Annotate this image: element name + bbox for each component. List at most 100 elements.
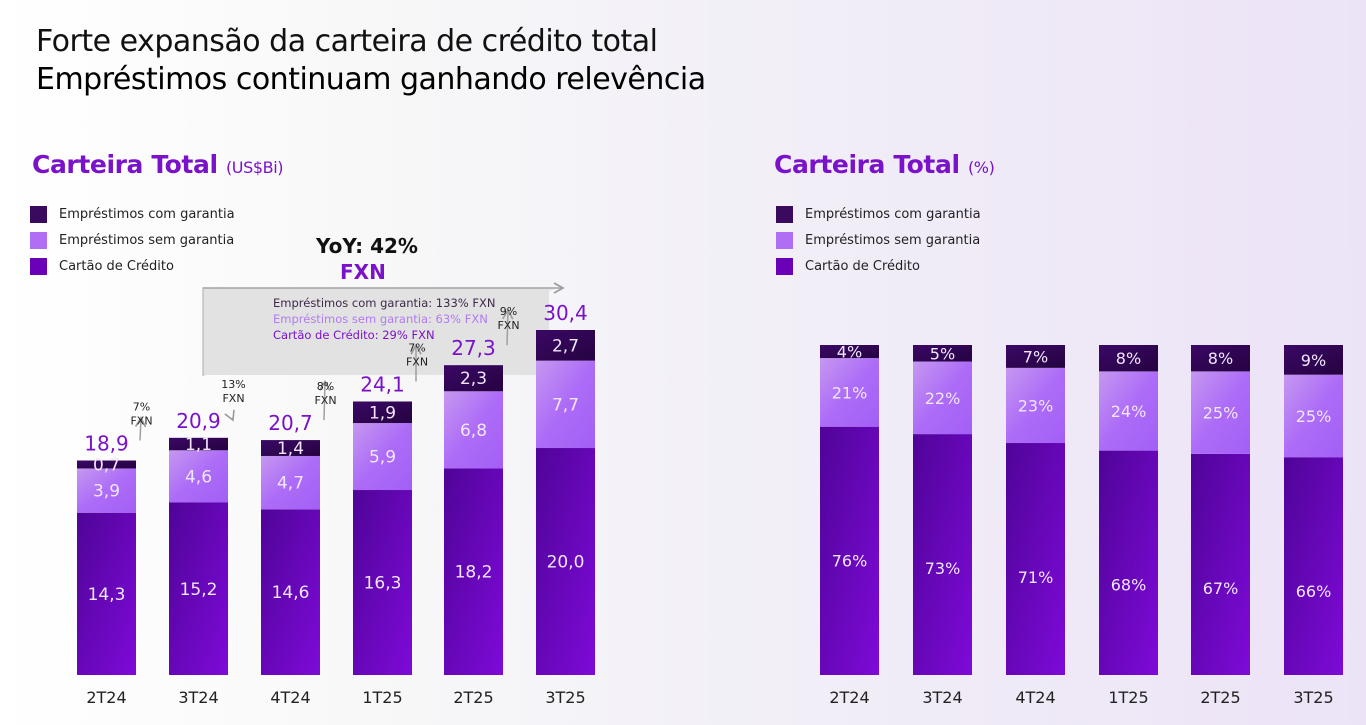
bar-segment-sem-garantia xyxy=(1284,374,1343,458)
segment-value-label: 8% xyxy=(1208,349,1233,368)
legend-item-com-garantia: Empréstimos com garantia xyxy=(776,201,981,227)
bar-segment-com-garantia xyxy=(1284,345,1343,375)
bar-segment-com-garantia xyxy=(169,437,228,451)
legend-item-cartao: Cartão de Crédito xyxy=(776,253,981,279)
total-value-label: 20,9 xyxy=(176,409,221,433)
segment-value-label: 16,3 xyxy=(364,574,402,594)
bar-segment-com-garantia xyxy=(1099,345,1158,372)
x-axis-tick-label: 4T24 xyxy=(270,688,310,707)
right-legend: Empréstimos com garantia Empréstimos sem… xyxy=(776,201,981,279)
yoy-breakdown-sem-garantia: Empréstimos sem garantia: 63% FXN xyxy=(273,312,488,326)
segment-value-label: 1,4 xyxy=(277,439,304,459)
bar-segment-cartao xyxy=(1006,443,1065,675)
bar-segment-sem-garantia xyxy=(353,423,412,491)
left-legend: Empréstimos com garantia Empréstimos sem… xyxy=(30,201,235,279)
legend-label: Empréstimos com garantia xyxy=(805,206,981,222)
legend-swatch-sem-garantia xyxy=(776,231,793,249)
bar-segment-sem-garantia xyxy=(444,391,503,469)
bar-segment-cartao xyxy=(1191,453,1250,675)
segment-value-label: 20,0 xyxy=(547,553,585,573)
bar-segment-sem-garantia xyxy=(261,455,320,510)
growth-pct-label: 7% xyxy=(133,401,150,414)
growth-unit-label: FXN xyxy=(314,394,336,407)
segment-value-label: 4,6 xyxy=(185,467,212,487)
legend-item-sem-garantia: Empréstimos sem garantia xyxy=(30,227,235,253)
legend-item-cartao: Cartão de Crédito xyxy=(30,253,235,279)
legend-label: Empréstimos sem garantia xyxy=(805,232,981,248)
segment-value-label: 15,2 xyxy=(180,580,218,600)
legend-swatch-cartao xyxy=(776,257,793,275)
segment-value-label: 76% xyxy=(832,552,868,571)
segment-value-label: 68% xyxy=(1111,576,1147,595)
x-axis-tick-label: 2T25 xyxy=(1200,688,1240,707)
segment-value-label: 23% xyxy=(1018,396,1054,415)
segment-value-label: 18,2 xyxy=(455,563,493,583)
bar-segment-cartao xyxy=(261,509,320,675)
x-axis-tick-label: 3T24 xyxy=(922,688,962,707)
legend-label: Empréstimos sem garantia xyxy=(59,232,235,248)
segment-value-label: 3,9 xyxy=(93,482,120,502)
yoy-breakdown-com-garantia: Empréstimos com garantia: 133% FXN xyxy=(273,296,496,310)
bar-segment-sem-garantia xyxy=(169,450,228,503)
legend-label: Empréstimos com garantia xyxy=(59,206,235,222)
bar-segment-cartao xyxy=(169,502,228,675)
bar-segment-sem-garantia xyxy=(913,361,972,435)
right-chart-title: Carteira Total (%) xyxy=(774,150,995,179)
bar-segment-com-garantia xyxy=(913,345,972,362)
bar-segment-com-garantia xyxy=(536,330,595,361)
bar-segment-cartao xyxy=(353,490,412,675)
x-axis-tick-label: 1T25 xyxy=(362,688,402,707)
segment-value-label: 2,3 xyxy=(460,369,487,389)
left-chart: 14,3 3,9 0,718,9 2T24 15,2 4,6 1,120,9 3T24 14,6… xyxy=(77,301,595,707)
growth-arrow xyxy=(319,379,331,421)
bar-segment-com-garantia xyxy=(77,460,136,469)
x-axis-tick-label: 4T24 xyxy=(1015,688,1055,707)
legend-label: Cartão de Crédito xyxy=(805,258,920,274)
x-axis-tick-label: 2T24 xyxy=(86,688,126,707)
growth-unit-label: FXN xyxy=(497,319,519,332)
total-value-label: 18,9 xyxy=(84,432,129,456)
bar-segment-cartao xyxy=(913,434,972,675)
left-chart-title: Carteira Total (US$Bi) xyxy=(32,150,283,179)
growth-pct-label: 7% xyxy=(408,341,425,354)
bar-segment-sem-garantia xyxy=(820,358,879,427)
total-value-label: 27,3 xyxy=(451,336,496,360)
yoy-growth-box-fill xyxy=(204,289,549,375)
slide-title-line1: Forte expansão da carteira de crédito to… xyxy=(36,24,658,59)
yoy-breakdown-cartao: Cartão de Crédito: 29% FXN xyxy=(273,328,435,342)
growth-pct-label: 13% xyxy=(221,378,245,391)
segment-value-label: 22% xyxy=(925,389,961,408)
right-chart-unit: (%) xyxy=(967,158,995,177)
legend-swatch-sem-garantia xyxy=(30,231,47,249)
x-axis-tick-label: 3T24 xyxy=(178,688,218,707)
segment-value-label: 25% xyxy=(1203,404,1239,423)
yoy-breakdown: Empréstimos com garantia: 133% FXN Empré… xyxy=(273,295,495,343)
bar-segment-com-garantia xyxy=(261,440,320,456)
bar-segment-com-garantia xyxy=(1191,345,1250,372)
yoy-label: YoY: 42% xyxy=(316,234,418,258)
bar-segment-cartao xyxy=(1099,450,1158,675)
legend-item-sem-garantia: Empréstimos sem garantia xyxy=(776,227,981,253)
segment-value-label: 1,9 xyxy=(369,403,396,423)
growth-arrow xyxy=(502,308,514,346)
x-axis-tick-label: 3T25 xyxy=(545,688,585,707)
growth-pct-label: 9% xyxy=(500,305,517,318)
segment-value-label: 9% xyxy=(1301,351,1326,370)
growth-unit-label: FXN xyxy=(406,355,428,368)
bar-segment-cartao xyxy=(820,426,879,675)
segment-value-label: 6,8 xyxy=(460,421,487,441)
growth-unit-label: FXN xyxy=(130,415,152,428)
segment-value-label: 0,7 xyxy=(93,455,120,475)
bar-segment-com-garantia xyxy=(820,345,879,359)
bar-segment-com-garantia xyxy=(353,401,412,424)
growth-unit-label: FXN xyxy=(222,392,244,405)
segment-value-label: 14,3 xyxy=(88,585,126,605)
bar-segment-com-garantia xyxy=(444,365,503,392)
segment-value-label: 71% xyxy=(1018,568,1054,587)
legend-item-com-garantia: Empréstimos com garantia xyxy=(30,201,235,227)
segment-value-label: 4% xyxy=(837,343,862,362)
segment-value-label: 7% xyxy=(1023,347,1048,366)
yoy-unit: FXN xyxy=(340,260,386,284)
growth-arrow xyxy=(134,416,147,441)
